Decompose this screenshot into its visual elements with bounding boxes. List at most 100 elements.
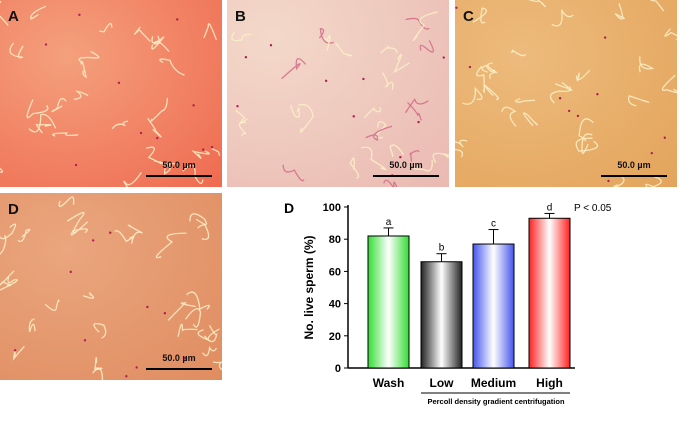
sperm-cell [127,224,143,244]
sperm-cell [407,101,422,121]
debris-dot [210,145,214,149]
sperm-cell [151,36,165,50]
sperm-cell [51,97,67,113]
y-tick-label: 60 [329,266,341,278]
sperm-cell [614,3,625,20]
debris-dot [74,163,78,167]
sperm-cell [405,17,430,30]
debris-dot [176,18,179,21]
sperm-cell [481,64,496,73]
sperm-cell [455,139,468,148]
sperm-cell [432,152,449,163]
sperm-cell [511,49,527,57]
sperm-cell [0,223,17,240]
sperm-cell [462,86,483,105]
debris-dot [163,311,167,315]
sperm-cell [203,324,218,343]
x-tick-label: Medium [471,376,516,390]
sperm-cell [80,60,87,79]
debris-dot [135,366,138,369]
sperm-cell [409,150,420,162]
micrograph-c: C 50.0 µm [455,0,677,187]
sperm-cell [528,0,546,8]
sperm-cell [0,0,2,4]
sperm-cell [282,164,305,182]
sperm-cell [197,224,210,240]
sperm-cell [393,53,410,74]
debris-dot [192,104,195,107]
sperm-cell [419,40,434,53]
scale-bar-label: 50.0 µm [617,160,651,170]
debris-dot [202,148,205,151]
sperm-cell [28,113,57,133]
sperm-cell [323,35,331,51]
sperm-cell [581,133,593,154]
sperm-cell [578,118,594,142]
y-tick-label: 40 [329,299,341,311]
panel-label: D [8,201,19,218]
sperm-cell [389,144,405,158]
debris-dot [183,356,187,360]
debris-dot [69,270,72,274]
x-tick-label: High [536,376,563,390]
y-axis-label: No. live sperm (%) [302,235,316,339]
sperm-cell [335,42,353,57]
sperm-cell [235,109,248,125]
sperm-cell [380,45,398,54]
debris-dot [78,13,81,17]
sperm-cell [58,196,75,207]
p-value-annotation: P < 0.05 [574,203,612,214]
sperm-cell [664,28,677,40]
scale-bar [601,175,667,177]
panel-label: B [235,8,246,25]
sperm-cell [487,62,499,79]
significance-letter: a [386,217,392,228]
sperm-cell [211,148,221,156]
debris-dot [567,109,571,113]
sperm-cell [238,121,247,137]
debris-dot [109,231,112,234]
debris-dot [125,374,128,378]
sperm-cell [0,276,18,291]
significance-letter: b [439,243,445,254]
debris-dot [324,79,328,83]
debris-dot [650,151,653,155]
sperm-cell [35,123,52,134]
bar-chart: D 0 20 40 60 80 100 No. live sperm (%) a Wash b Low… [284,200,612,406]
significance-letter: d [547,202,553,213]
debris-dot [139,131,143,135]
sperm-cells [231,11,449,187]
scale-bar [146,175,212,177]
sperm-cell [472,7,487,24]
sperm-cell [412,11,438,42]
debris-dot [362,77,365,81]
sperm-cell [82,292,95,299]
debris-dot [607,179,610,183]
sperm-cell [0,167,3,173]
sperm-cell [94,357,103,371]
sperm-cell [28,318,36,333]
sperm-cell [281,58,307,80]
sperm-cell [661,74,677,94]
scale-bar-label: 50.0 µm [162,160,196,170]
scale-bar [373,175,439,177]
debris-dot [468,65,472,69]
sperm-cell [203,23,218,41]
sperm-cell [167,302,196,321]
micrograph-a: A 50.0 µm [0,0,222,187]
sperm-cell [0,270,15,287]
sperm-cell [523,112,538,127]
sperm-cell [78,50,100,64]
sperm-cell [212,361,222,371]
sperm-cell [318,28,334,44]
sperm-cell [231,31,252,42]
debris-dot [269,44,273,47]
debris-dot [83,339,87,342]
sperm-cell [66,211,85,234]
debris-dot [146,305,149,309]
sperm-cell [70,221,89,236]
debris-dot [663,136,666,139]
sperm-cell [12,346,25,361]
sperm-cells [0,0,221,187]
sperm-cell [645,176,662,187]
